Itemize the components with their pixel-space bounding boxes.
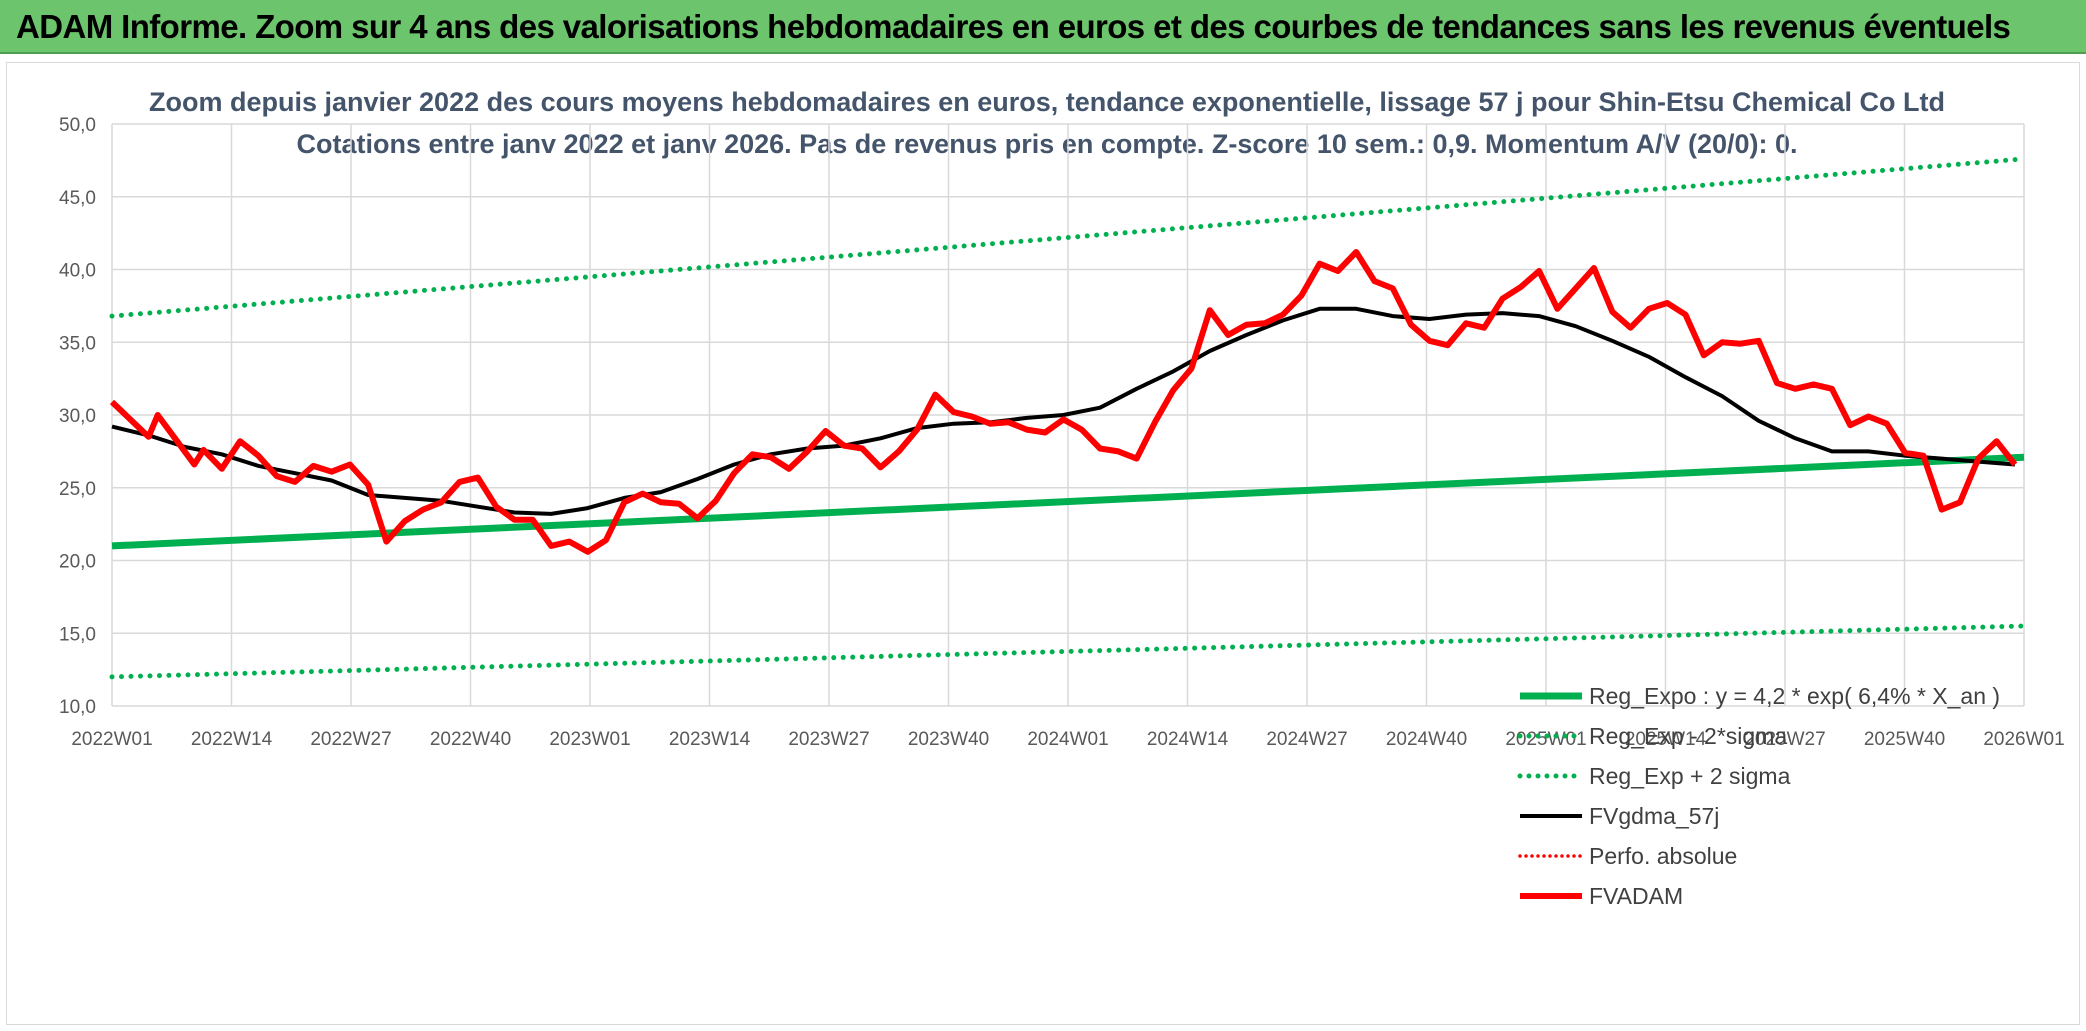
x-tick-label: 2022W27 xyxy=(310,729,391,750)
line-chart: Zoom depuis janvier 2022 des cours moyen… xyxy=(59,87,2065,909)
x-tick-label: 2023W01 xyxy=(549,729,630,750)
y-tick-label: 45,0 xyxy=(59,188,96,209)
series-fvadam xyxy=(109,249,2018,555)
legend-label: Reg_Exp + 2 sigma xyxy=(1589,763,1791,789)
x-tick-label: 2024W40 xyxy=(1386,729,1467,750)
x-tick-label: 2025W01 xyxy=(1505,729,1586,750)
legend-label: FVADAM xyxy=(1589,883,1683,909)
series-reg-exp-2-sigma xyxy=(109,156,2027,319)
x-tick-label: 2023W27 xyxy=(788,729,869,750)
y-tick-label: 10,0 xyxy=(59,697,96,718)
x-tick-label: 2024W27 xyxy=(1266,729,1347,750)
x-tick-label: 2022W40 xyxy=(430,729,511,750)
y-tick-label: 20,0 xyxy=(59,552,96,573)
y-tick-label: 25,0 xyxy=(59,479,96,500)
legend-label: Reg_Expo : y = 4,2 * exp( 6,4% * X_an ) xyxy=(1589,683,2000,709)
report-header: ADAM Informe. Zoom sur 4 ans des valoris… xyxy=(0,0,2086,54)
x-tick-label: 2022W01 xyxy=(71,729,152,750)
x-tick-label: 2026W01 xyxy=(1983,729,2064,750)
y-tick-label: 50,0 xyxy=(59,115,96,136)
x-tick-label: 2022W14 xyxy=(191,729,273,750)
x-tick-label: 2024W01 xyxy=(1027,729,1108,750)
axis-tick-labels: 10,0 15,0 20,0 25,0 30,0 35,0 40,0 45,0 50,0 2022… xyxy=(59,115,2065,750)
chart-area: Zoom depuis janvier 2022 des cours moyen… xyxy=(6,62,2080,1025)
chart-legend: Reg_Expo : y = 4,2 * exp( 6,4% * X_an ) R… xyxy=(1517,683,2000,909)
series-reg-exp-2-sigma xyxy=(109,623,2027,680)
y-tick-label: 35,0 xyxy=(59,333,96,354)
x-tick-label: 2025W14 xyxy=(1625,729,1707,750)
legend-label: FVgdma_57j xyxy=(1589,803,1719,829)
series-fvgdma-57j xyxy=(111,306,2016,516)
x-tick-label: 2025W27 xyxy=(1744,729,1825,750)
series-reg-expo-y-4-2-exp-6-4-x-an xyxy=(111,453,2025,550)
series-lines xyxy=(109,156,2027,680)
x-tick-label: 2023W14 xyxy=(669,729,751,750)
legend-label: Perfo. absolue xyxy=(1589,843,1737,869)
chart-title-line-1: Zoom depuis janvier 2022 des cours moyen… xyxy=(149,87,1945,117)
x-tick-label: 2024W14 xyxy=(1147,729,1229,750)
chart-title-line-2: Cotations entre janv 2022 et janv 2026. … xyxy=(296,129,1797,159)
y-tick-label: 15,0 xyxy=(59,624,96,645)
y-tick-label: 40,0 xyxy=(59,261,96,282)
report-title: ADAM Informe. Zoom sur 4 ans des valoris… xyxy=(16,8,2011,45)
x-tick-label: 2025W40 xyxy=(1864,729,1945,750)
y-tick-label: 30,0 xyxy=(59,406,96,427)
x-tick-label: 2023W40 xyxy=(908,729,989,750)
legend-label: Reg_Exp - 2*sigma xyxy=(1589,723,1787,749)
